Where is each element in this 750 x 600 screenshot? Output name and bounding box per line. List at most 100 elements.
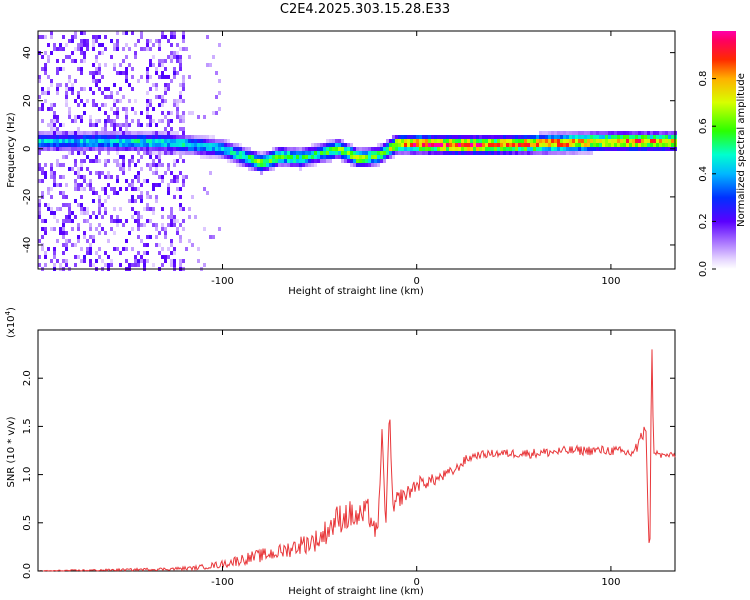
spectrogram-cell [62,123,65,127]
spectrogram-cell [572,131,575,135]
spectrogram-cell [260,163,263,167]
spectrogram-cell [563,135,566,139]
spectrogram-cell [134,135,137,139]
spectrogram-cell [548,139,551,143]
y-tick-label: 0.0 [22,563,33,579]
spectrogram-cell [119,147,122,151]
spectrogram-cell [659,135,662,139]
spectrogram-cell [80,59,83,63]
spectrogram-cell [281,159,284,163]
spectrogram-cell [179,59,182,63]
spectrogram-cell [179,99,182,103]
spectrogram-cell [185,151,188,155]
spectrogram-cell [137,147,140,151]
spectrogram-cell [257,151,260,155]
spectrogram-cell [362,155,365,159]
spectrogram-cell [209,171,212,175]
spectrogram-cell [206,63,209,67]
colorbar-ticks: 0.00.20.40.60.8 [698,71,716,277]
spectrogram-cell [173,147,176,151]
spectrogram-cell [347,155,350,159]
spectrogram-cell [359,159,362,163]
spectrogram-cell [365,147,368,151]
spectrogram-cell [176,71,179,75]
spectrogram-cell [176,151,179,155]
spectrogram-cell [146,191,149,195]
spectrogram-cell [170,207,173,211]
spectrogram-cell [74,159,77,163]
spectrogram-cell [263,155,266,159]
spectrogram-cell [95,139,98,143]
spectrogram-cell [506,147,509,151]
spectrogram-cell [512,147,515,151]
spectrogram-cell [401,143,404,147]
spectrogram-cell [221,147,224,151]
spectrogram-cell [212,55,215,59]
spectrogram-cell [572,139,575,143]
spectrogram-cell [290,159,293,163]
spectrogram-cell [269,159,272,163]
spectrogram-cell [104,135,107,139]
spectrogram-cell [59,191,62,195]
spectrogram-cell [623,143,626,147]
spectrogram-cell [62,191,65,195]
spectrogram-cell [98,63,101,67]
spectrogram-cell [92,79,95,83]
spectrogram-cell [185,175,188,179]
spectrogram-cell [53,119,56,123]
spectrogram-cell [116,39,119,43]
spectrogram-cell [362,151,365,155]
spectrogram-cell [116,179,119,183]
spectrogram-cell [68,131,71,135]
spectrogram-cell [119,263,122,267]
spectrogram-cell [140,195,143,199]
spectrogram-cell [146,151,149,155]
spectrogram-cell [164,135,167,139]
spectrogram-cell [290,163,293,167]
spectrogram-cell [95,251,98,255]
spectrogram-cell [128,135,131,139]
spectrogram-cell [137,131,140,135]
spectrogram-cell [353,163,356,167]
spectrogram-cell [92,71,95,75]
spectrogram-cell [626,147,629,151]
spectrogram-cell [344,143,347,147]
spectrogram-cell [140,75,143,79]
spectrogram-cell [650,147,653,151]
spectrogram-cell [251,155,254,159]
spectrogram-cell [158,251,161,255]
spectrogram-cell [311,147,314,151]
spectrogram-cell [173,31,176,35]
spectrogram-cell [131,199,134,203]
spectrogram-cell [578,139,581,143]
spectrogram-cell [665,147,668,151]
spectrogram-cell [470,147,473,151]
spectrogram-cell [668,147,671,151]
spectrogram-cell [341,147,344,151]
spectrogram-cell [53,175,56,179]
spectrogram-cell [95,79,98,83]
spectrogram-cell [77,183,80,187]
spectrogram-cell [134,219,137,223]
spectrogram-cell [44,251,47,255]
spectrogram-cell [407,147,410,151]
spectrogram-cell [431,143,434,147]
spectrogram-cell [407,151,410,155]
spectrogram-cell [179,83,182,87]
spectrogram-cell [80,71,83,75]
spectrogram-cell [77,239,80,243]
spectrogram-cell [170,239,173,243]
spectrogram-cell [47,107,50,111]
spectrogram-cell [266,159,269,163]
spectrogram-cell [185,143,188,147]
chart-title: C2E4.2025.303.15.28.E33 [280,2,450,17]
spectrogram-cell [173,67,176,71]
spectrogram-cell [122,71,125,75]
spectrogram-cell [617,131,620,135]
spectrogram-cell [182,31,185,35]
spectrogram-cell [437,143,440,147]
spectrogram-cell [218,151,221,155]
spectrogram-cell [95,71,98,75]
colorbar-tick-label: 0.0 [698,261,709,277]
spectrogram-cell [149,195,152,199]
